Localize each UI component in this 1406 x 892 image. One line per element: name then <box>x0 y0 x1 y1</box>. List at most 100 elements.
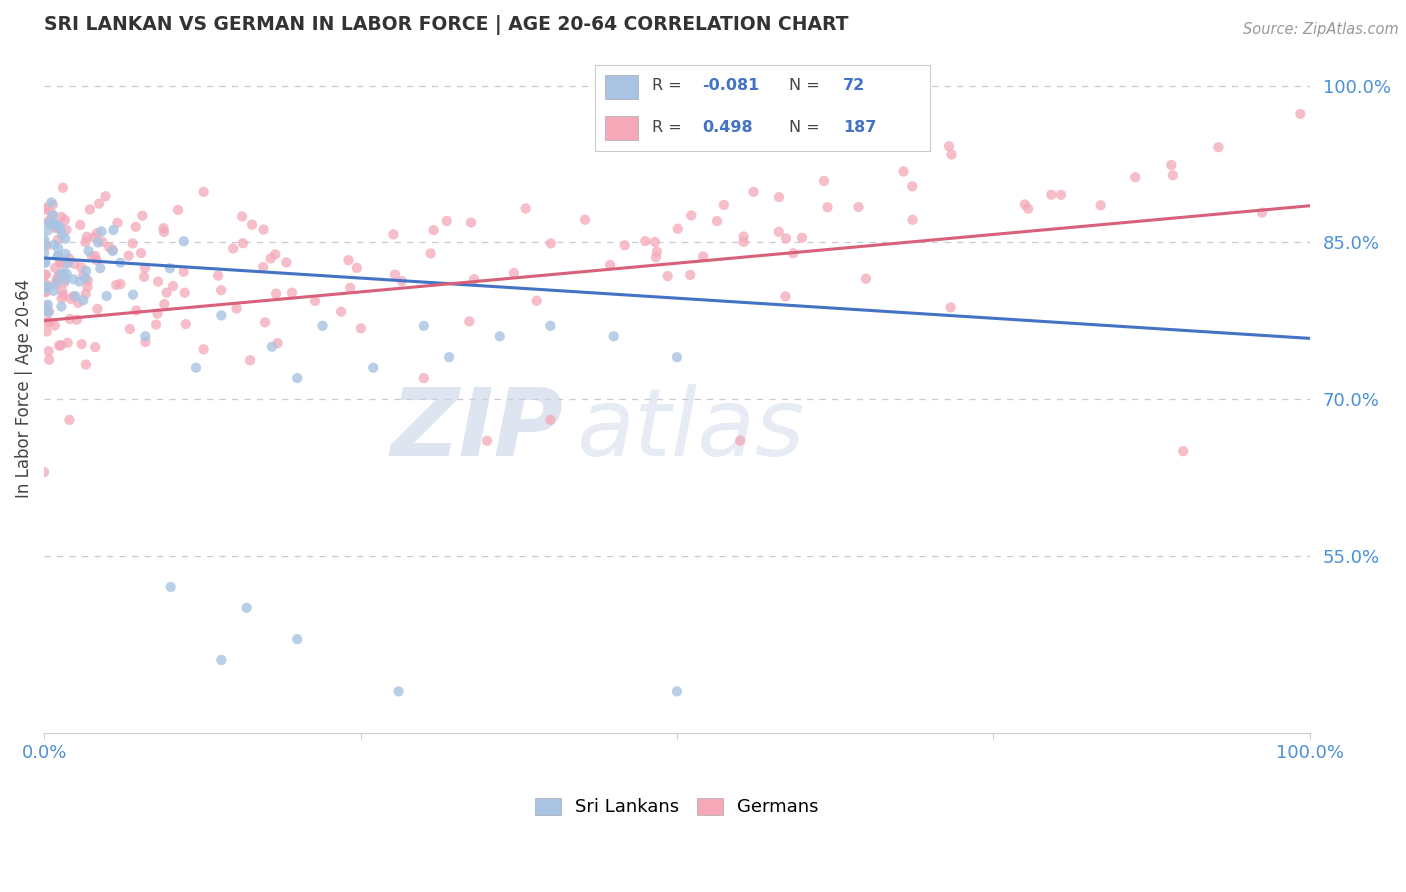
Point <box>70 337 93 351</box>
Point <box>125 303 148 318</box>
Point <box>285 632 308 647</box>
Point <box>252 222 274 236</box>
Point <box>35 315 58 329</box>
Point <box>239 353 262 368</box>
Point <box>538 318 561 333</box>
Point <box>52 288 75 302</box>
Point <box>76 280 98 294</box>
Point <box>938 139 960 153</box>
Point <box>49 220 72 235</box>
Point <box>87 235 110 250</box>
Point <box>361 360 384 375</box>
Point <box>644 235 666 249</box>
Point <box>692 250 714 264</box>
Point <box>645 250 668 264</box>
Point <box>44 260 66 275</box>
Point <box>391 274 413 288</box>
Point <box>125 219 148 234</box>
Point <box>46 233 69 247</box>
Point <box>346 260 368 275</box>
Point <box>540 236 562 251</box>
Point <box>51 267 73 281</box>
Point <box>55 267 77 281</box>
Point <box>84 249 107 263</box>
Point <box>32 465 55 479</box>
Point <box>59 292 82 306</box>
Point <box>38 352 60 367</box>
Point <box>728 434 751 448</box>
Point <box>1040 187 1063 202</box>
Point <box>1160 158 1182 172</box>
Point <box>69 218 91 232</box>
Point <box>253 315 276 329</box>
Point <box>39 217 62 231</box>
Point <box>311 318 333 333</box>
Point <box>101 244 124 258</box>
Point <box>44 318 66 333</box>
Point <box>339 281 361 295</box>
Point <box>34 255 56 269</box>
Point <box>1017 202 1039 216</box>
Point <box>103 223 125 237</box>
Point <box>382 227 405 242</box>
Point <box>337 253 360 268</box>
Point <box>145 318 167 332</box>
Point <box>51 227 73 242</box>
Point <box>412 318 434 333</box>
Point <box>782 246 804 260</box>
Point <box>193 185 215 199</box>
Point <box>122 287 145 301</box>
Point <box>37 280 59 294</box>
Point <box>48 269 70 284</box>
Point <box>813 174 835 188</box>
Point <box>118 249 141 263</box>
Point <box>89 261 111 276</box>
Point <box>46 249 69 263</box>
Point <box>713 198 735 212</box>
Point <box>706 214 728 228</box>
Point <box>232 236 254 251</box>
Point <box>34 281 56 295</box>
Point <box>32 202 55 217</box>
Point <box>790 231 813 245</box>
Point <box>38 304 60 318</box>
Point <box>515 202 537 216</box>
Point <box>38 315 60 329</box>
Point <box>207 268 229 283</box>
Point <box>49 253 72 268</box>
Point <box>55 223 77 237</box>
Point <box>121 236 143 251</box>
Point <box>62 272 84 286</box>
Point <box>79 202 101 217</box>
Point <box>56 256 79 270</box>
Point <box>53 232 76 246</box>
Point <box>90 225 112 239</box>
Point <box>72 268 94 283</box>
Point <box>34 233 56 247</box>
Point <box>134 260 156 275</box>
Point <box>75 358 97 372</box>
Point <box>44 221 66 235</box>
Text: atlas: atlas <box>575 384 804 475</box>
Point <box>679 268 702 282</box>
Point <box>266 336 288 351</box>
Point <box>72 293 94 308</box>
Point <box>42 237 65 252</box>
Point <box>613 238 636 252</box>
Point <box>1251 205 1274 219</box>
Point <box>134 334 156 349</box>
Point <box>602 329 624 343</box>
Point <box>118 322 141 336</box>
Point <box>32 246 55 260</box>
Point <box>1090 198 1112 212</box>
Point <box>412 371 434 385</box>
Point <box>893 164 915 178</box>
Point <box>665 684 688 698</box>
Point <box>159 580 181 594</box>
Point <box>38 213 60 227</box>
Point <box>503 266 526 280</box>
Point <box>51 291 73 305</box>
Point <box>225 301 247 316</box>
Point <box>132 269 155 284</box>
Point <box>80 250 103 264</box>
